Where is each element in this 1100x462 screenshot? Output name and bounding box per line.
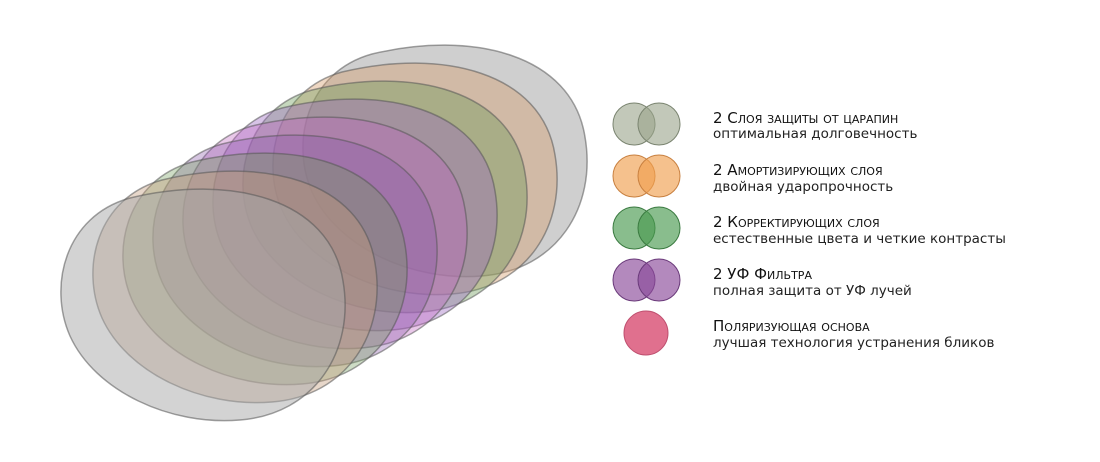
legend-icons	[612, 102, 681, 356]
legend-title: Поляризующая основа	[713, 317, 870, 335]
legend-title: 2 Корректирующих слоя	[713, 213, 880, 231]
legend-subtitle: полная защита от УФ лучей	[713, 283, 912, 299]
legend-subtitle: лучшая технология устранения бликов	[713, 335, 994, 351]
legend-text: 2 Слоя защиты от царапин оптимальная дол…	[713, 109, 1006, 351]
lens-stack	[60, 44, 588, 422]
legend-icon	[637, 258, 681, 302]
legend-icon	[637, 206, 681, 250]
legend-title: 2 УФ Фильтра	[713, 265, 812, 283]
legend-icon	[637, 102, 681, 146]
legend-subtitle: двойная ударопрочность	[713, 179, 893, 195]
legend-subtitle: оптимальная долговечность	[713, 126, 917, 142]
legend-title: 2 Амортизирующих слоя	[713, 161, 883, 179]
legend-icon	[623, 310, 669, 356]
legend-subtitle: естественные цвета и четкие контрасты	[713, 231, 1006, 247]
legend-icon	[637, 154, 681, 198]
lens-layer	[60, 188, 346, 422]
legend-title: 2 Слоя защиты от царапин	[713, 109, 898, 127]
